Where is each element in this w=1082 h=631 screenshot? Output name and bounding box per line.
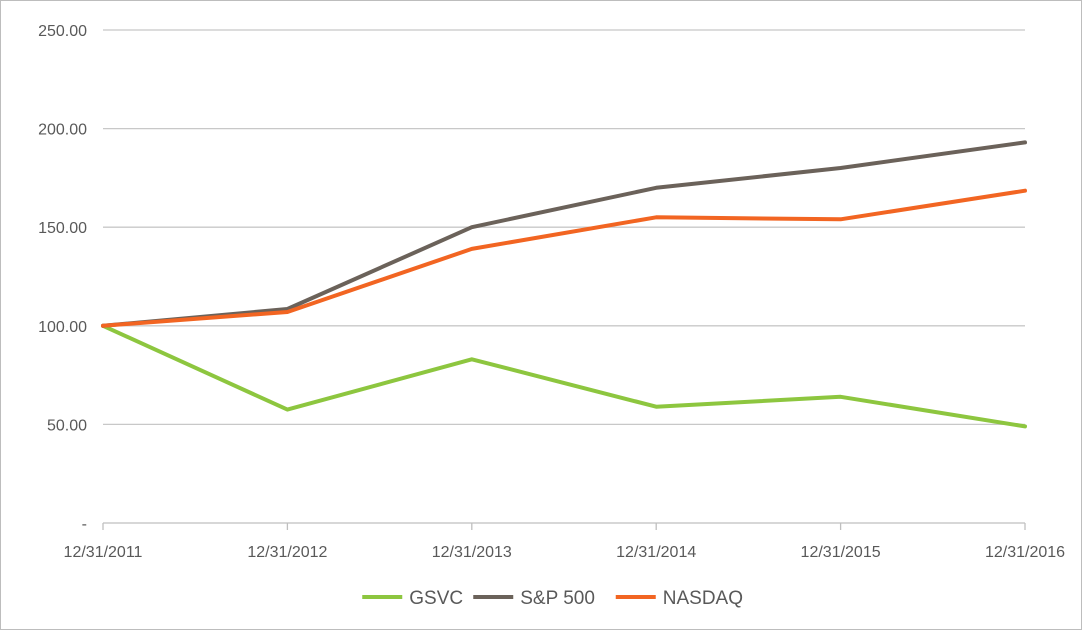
x-tick-label: 12/31/2012 [247,544,327,561]
y-tick-label: 150.00 [38,220,87,237]
x-tick-label: 12/31/2013 [432,544,512,561]
x-tick-label: 12/31/2011 [64,544,143,561]
gridlines [103,30,1025,424]
y-tick-label: 100.00 [38,319,87,336]
legend: GSVC S&P 500 NASDAQ [362,588,743,609]
x-axis-labels: 12/31/2011 12/31/2012 12/31/2013 12/31/2014… [64,544,1066,561]
series-lines [103,142,1025,426]
x-tick-label: 12/31/2015 [801,544,881,561]
legend-label: NASDAQ [663,588,743,609]
y-tick-label: 200.00 [38,122,87,139]
x-tick-label: 12/31/2016 [985,544,1065,561]
y-axis-labels: - 50.00 100.00 150.00 200.00 250.00 [38,23,87,533]
x-axis [103,523,1025,530]
series-line-gsvc [103,326,1025,427]
series-line-nasdaq [103,191,1025,326]
y-tick-label: - [82,516,87,533]
x-tick-label: 12/31/2014 [616,544,696,561]
y-tick-label: 50.00 [47,417,87,434]
legend-label: S&P 500 [520,588,595,609]
legend-label: GSVC [409,588,463,609]
y-tick-label: 250.00 [38,23,87,40]
